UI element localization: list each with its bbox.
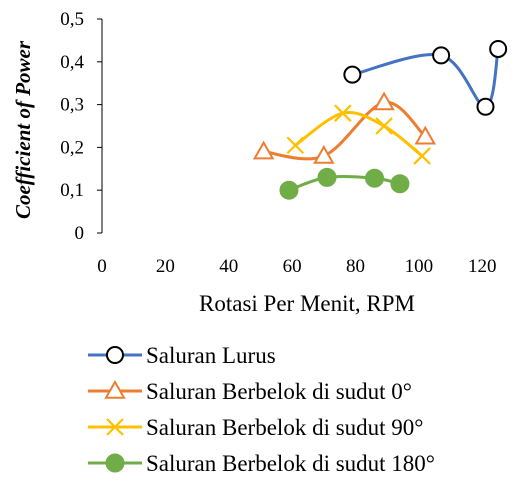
x-tick-label: 80 [346,256,365,277]
y-tick-label: 0,1 [60,180,84,201]
series-group [252,39,508,200]
x-tick-label: 60 [283,256,302,277]
series-3 [286,104,431,165]
data-point [413,147,431,165]
data-point [432,46,451,65]
series-line [294,111,424,158]
legend-item: Saluran Berbelok di sudut 0° [88,379,412,404]
legend-label: Saluran Berbelok di sudut 90° [146,415,424,440]
legend-marker [106,418,124,436]
x-tick-label: 0 [97,256,107,277]
legend-label: Saluran Berbelok di sudut 0° [146,379,412,404]
y-tick-labels: 0 0,1 0,2 0,3 0,4 0,5 [60,9,84,244]
data-point [375,117,393,135]
axes [97,18,103,234]
data-point [414,125,436,145]
y-tick-label: 0,4 [60,52,84,73]
y-tick-label: 0,3 [60,95,84,116]
data-point [373,91,395,111]
x-tick-labels: 0 20 40 60 80 100 120 [97,256,496,277]
data-point [343,65,362,84]
x-tick-label: 20 [156,256,175,277]
x-tick-label: 40 [219,256,238,277]
series-line [288,174,401,192]
series-line [263,100,427,161]
series-4 [279,167,410,200]
legend-label: Saluran Lurus [146,343,276,368]
y-tick-label: 0,2 [60,137,84,158]
legend-label: Saluran Berbelok di sudut 180° [146,451,435,476]
legend-item: Saluran Berbelok di sudut 90° [88,415,424,440]
data-point [489,39,508,58]
data-point [279,180,299,200]
data-point [317,167,337,187]
x-tick-label: 120 [468,256,497,277]
series-line [352,48,500,109]
data-point [334,104,352,122]
data-point [252,140,275,160]
series-1 [343,39,508,116]
data-point [365,168,385,188]
series-2 [252,91,436,164]
y-tick-label: 0 [75,223,85,244]
legend-marker [105,453,125,473]
legend: Saluran Lurus Saluran Berbelok di sudut 0… [88,343,435,476]
y-tick-label: 0,5 [60,9,84,30]
legend-marker [104,379,126,399]
legend-item: Saluran Lurus [88,343,276,368]
data-point [313,144,335,164]
data-point [390,174,410,194]
y-axis-label: Coefficient of Power [11,40,35,219]
data-point [286,136,305,155]
data-point [476,97,495,116]
legend-marker [106,346,124,364]
x-axis-label: Rotasi Per Menit, RPM [199,291,415,316]
legend-item: Saluran Berbelok di sudut 180° [88,451,435,476]
x-tick-label: 100 [405,256,434,277]
